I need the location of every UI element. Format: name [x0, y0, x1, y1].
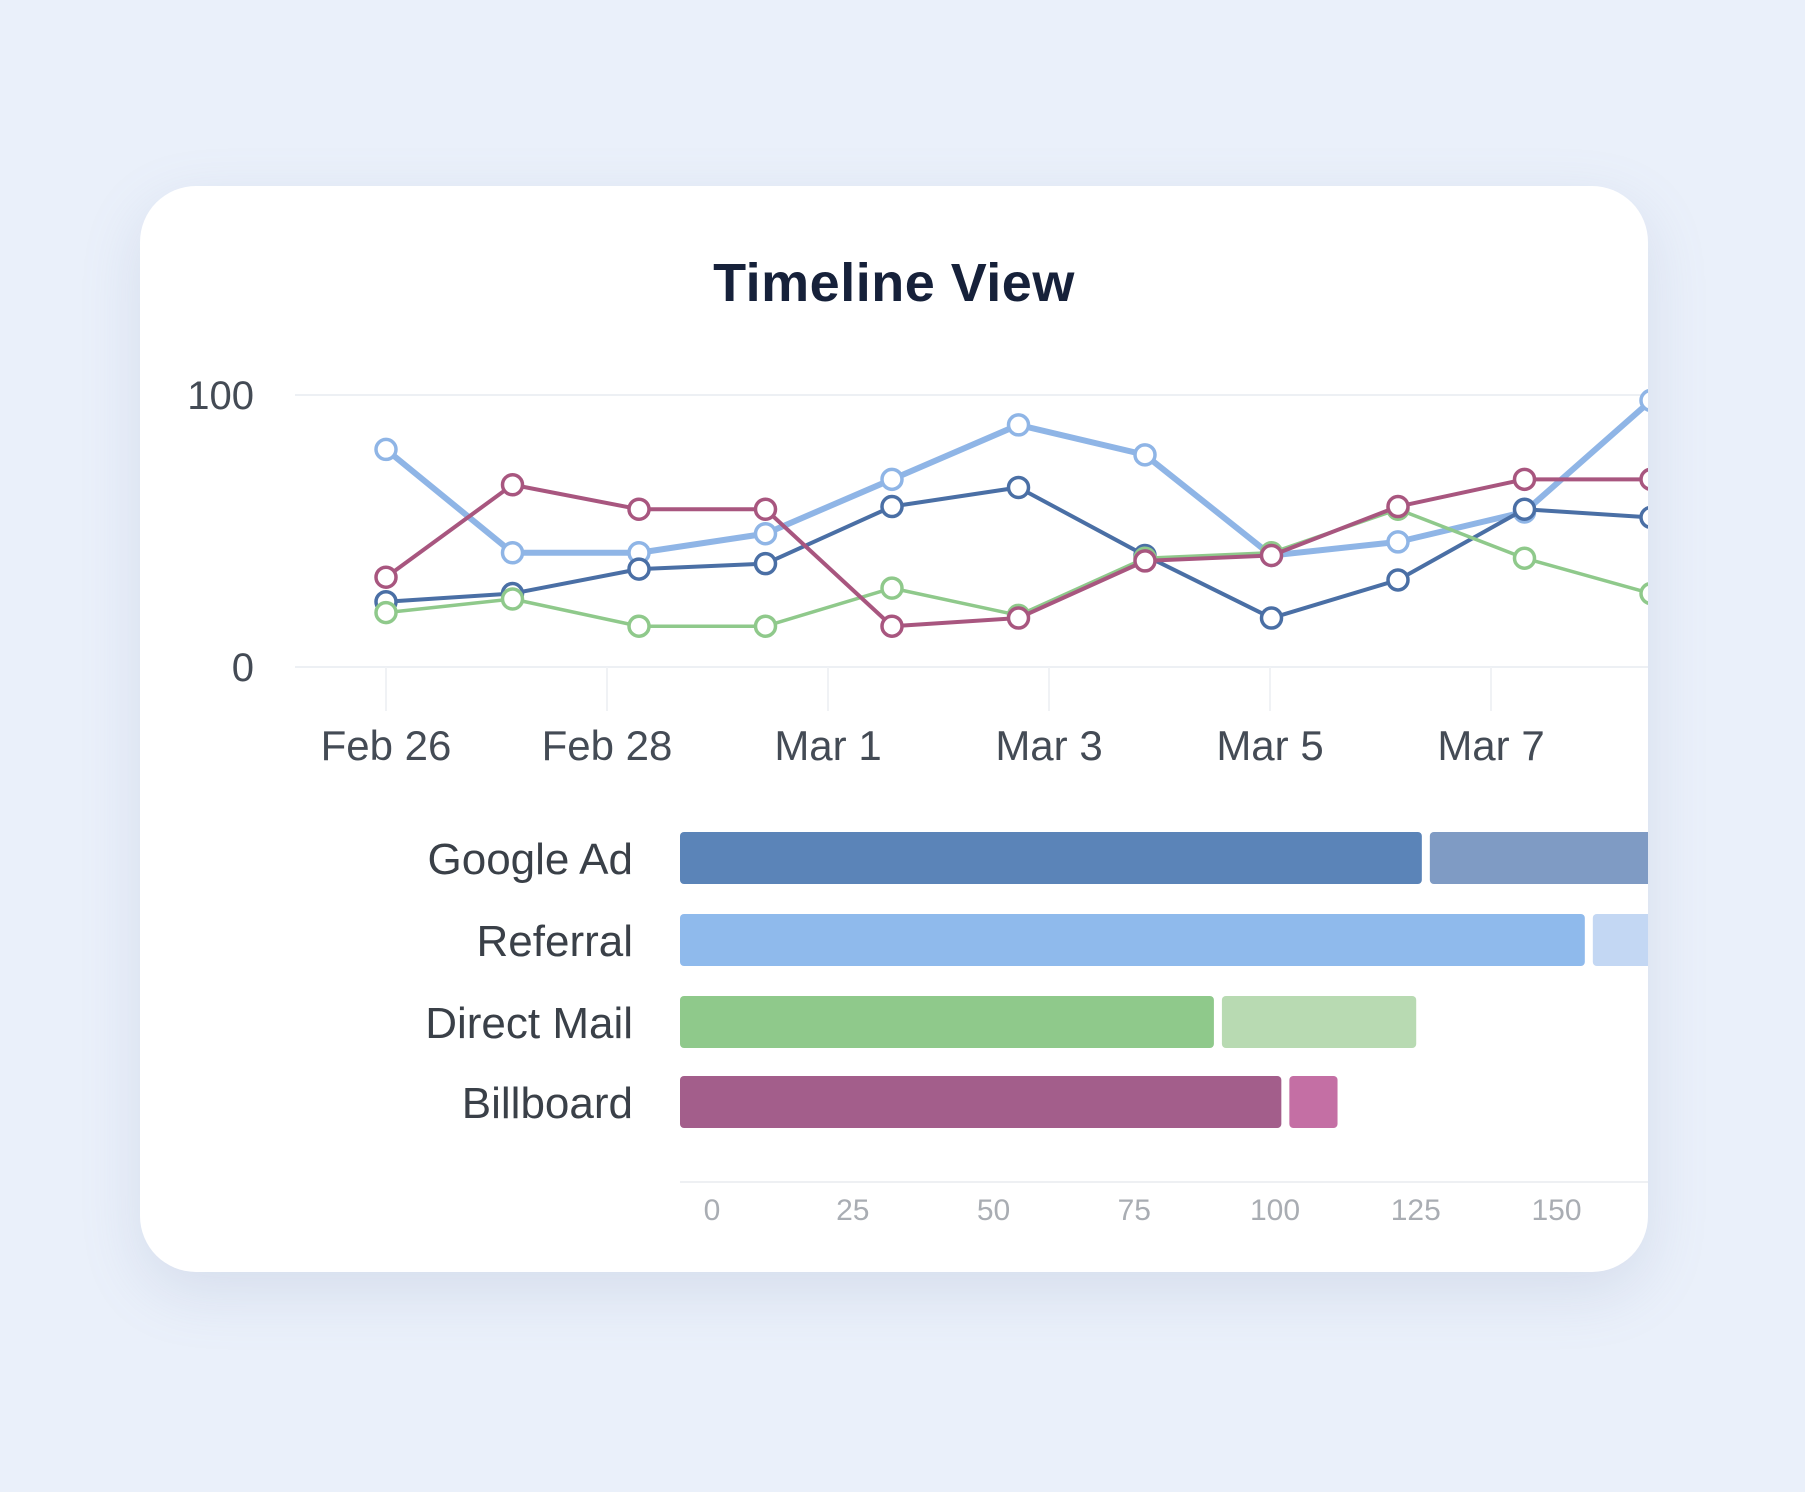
series-point [1512, 467, 1537, 492]
series-point [753, 614, 778, 638]
series-point [1512, 497, 1537, 521]
bar-x-tick-label: 100 [1250, 1194, 1300, 1227]
timeline-chart: 0 100 Feb 26 Feb 28 Mar 1 Mar 3 Mar 5 Mar 7 Goog… [187, 374, 1648, 1227]
chart-title: Timeline View [713, 253, 1075, 313]
bar-category-label: Referral [477, 917, 634, 966]
series-point [627, 557, 651, 581]
series-point [1639, 389, 1648, 412]
series-point [1386, 568, 1410, 592]
series-point [1259, 606, 1284, 630]
series-point [374, 565, 398, 589]
timeline-card: Timeline View 0 100 Feb 26 Feb 28 Mar 1 Mar 3… [140, 186, 1648, 1272]
series-point [880, 494, 904, 519]
y-tick-label: 100 [187, 374, 254, 418]
series-point [753, 521, 778, 546]
bar-segment [680, 832, 1422, 884]
x-tick-label: Feb 28 [542, 722, 673, 769]
x-tick-label: Mar 5 [1216, 722, 1323, 769]
x-tick-label: Feb 26 [321, 722, 452, 769]
bar-segment [1289, 1076, 1338, 1128]
series-point [880, 576, 904, 600]
x-tick-label: Mar 7 [1437, 722, 1544, 769]
bar-segment [1429, 832, 1648, 884]
series-point [1639, 582, 1648, 605]
series-point [753, 551, 778, 576]
series-point [374, 437, 398, 462]
bar-category-label: Billboard [462, 1079, 633, 1128]
series-point [753, 497, 778, 521]
series-point [627, 614, 651, 638]
x-tick-label: Mar 1 [774, 722, 881, 769]
series-point [1386, 530, 1410, 554]
bar-x-tick-label: 125 [1391, 1194, 1441, 1227]
series-point [1006, 413, 1031, 437]
series-point [500, 473, 525, 497]
series-point [1639, 467, 1648, 491]
series-point [880, 467, 904, 492]
x-tick-label: Mar 3 [995, 722, 1102, 769]
line-plot-area [374, 389, 1648, 638]
series-point [500, 541, 525, 565]
bar-segment [1592, 914, 1648, 966]
series-point [627, 497, 651, 521]
series-point [1006, 606, 1031, 630]
bar-x-tick-label: 75 [1118, 1194, 1151, 1227]
bar-segment [680, 996, 1214, 1048]
bar-segment [1221, 996, 1417, 1048]
bar-x-tick-label: 0 [704, 1194, 721, 1227]
series-point [1259, 543, 1284, 568]
bar-category-label: Google Ad [428, 835, 634, 884]
bar-x-tick-label: 150 [1531, 1194, 1581, 1227]
bar-category-label: Direct Mail [425, 999, 633, 1048]
series-point [880, 614, 904, 638]
series-point [1639, 506, 1648, 529]
bar-x-tick-label: 25 [836, 1194, 869, 1227]
series-point [374, 600, 398, 625]
series-point [1133, 549, 1157, 573]
series-point [1386, 494, 1410, 519]
series-point [1512, 546, 1537, 570]
y-tick-label: 0 [232, 646, 254, 690]
series-point [500, 587, 525, 611]
bar-x-tick-label: 50 [977, 1194, 1010, 1227]
bar-segment [680, 1076, 1282, 1128]
series-point [1006, 475, 1031, 500]
series-point [1133, 443, 1157, 467]
bar-segment [680, 914, 1585, 966]
